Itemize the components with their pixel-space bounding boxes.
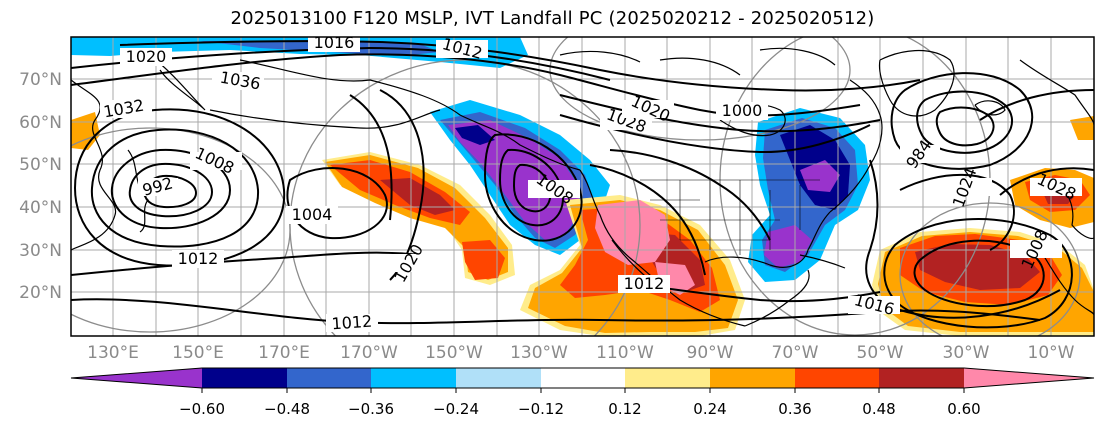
- lat-label: 40°N: [19, 198, 62, 218]
- colorbar-tick-label: 0.60: [947, 400, 980, 418]
- colorbar-segment: [287, 368, 371, 388]
- isobar-north-4: [559, 94, 881, 133]
- colorbar-segment: [710, 368, 795, 388]
- lat-label: 50°N: [19, 155, 62, 175]
- lon-label: 30°W: [943, 343, 990, 363]
- lon-label: 10°W: [1028, 343, 1075, 363]
- colorbar-tick-label: 0.24: [693, 400, 726, 418]
- lon-label: 170°E: [258, 343, 310, 363]
- lat-label: 30°N: [19, 241, 62, 261]
- isobar-label: 1012: [624, 274, 665, 293]
- lon-label: 70°W: [772, 343, 819, 363]
- coast-cuba: [799, 254, 846, 269]
- isobar-north-2: [119, 40, 921, 92]
- isobar-label: 1016: [314, 33, 355, 52]
- longitude-labels: 130°E 150°E 170°E 170°W 150°W 130°W 110°…: [87, 343, 1075, 363]
- colorbar-segment: [625, 368, 710, 388]
- ivt-field-east-dark: [915, 244, 1040, 290]
- lon-label: 50°W: [857, 343, 904, 363]
- coast-europe-north: [1019, 59, 1094, 126]
- isobar-conus-3: [639, 284, 881, 303]
- isobar-label: 1012: [178, 249, 219, 268]
- isobar-low-west-4: [90, 128, 260, 248]
- map-panel: 1016 1012 1020 1036 1032 1008 992 1004 1…: [71, 33, 1094, 336]
- lon-label: 170°W: [340, 343, 398, 363]
- colorbar-tick-label: 0.12: [608, 400, 641, 418]
- coast-gulf: [704, 211, 831, 268]
- isobar-gulf-low-3: [512, 163, 552, 213]
- colorbar-tick-label: 0.48: [862, 400, 895, 418]
- coast-na-west: [579, 169, 746, 327]
- isobar-labels: 1016 1012 1020 1036 1032 1008 992 1004 1…: [100, 33, 1082, 334]
- isobar-wide-south: [71, 251, 421, 276]
- colorbar-tick-label: −0.12: [518, 400, 564, 418]
- isobar-atlantic-low-2: [916, 90, 1014, 154]
- ivt-field-atlantic-core2: [800, 160, 840, 192]
- lon-label: 150°W: [425, 343, 483, 363]
- isobar-atlantic-low-1: [890, 72, 1034, 170]
- colorbar-segment: [795, 368, 879, 388]
- isobar-ne-1: [999, 167, 1094, 196]
- colorbar-tick-label: −0.60: [179, 400, 225, 418]
- isobar-pacific-high-2: [349, 94, 393, 221]
- coast-greenland: [878, 49, 955, 117]
- isobar-atlantic-high-1: [913, 239, 1045, 308]
- lon-label: 90°W: [687, 343, 734, 363]
- isobar-gulf-low-2: [498, 148, 564, 227]
- lon-label: 130°W: [510, 343, 568, 363]
- ivt-field-pacific-dark: [455, 125, 495, 145]
- colorbar-tick-label: 0.36: [778, 400, 811, 418]
- colorbar-ticks: [201, 388, 965, 393]
- coast-central-america: [744, 269, 810, 327]
- coast-alaska: [239, 59, 581, 171]
- isobar-conus-2: [609, 149, 771, 241]
- state-boundaries: [640, 179, 820, 255]
- isobar-label: 1000: [722, 101, 763, 120]
- isobar-label: 1020: [126, 47, 167, 66]
- isobar-ne-2: [979, 89, 1094, 121]
- coast-asia-east: [71, 79, 117, 251]
- lat-label: 70°N: [19, 70, 62, 90]
- lat-label: 60°N: [19, 113, 62, 133]
- colorbar-segment: [964, 368, 1094, 388]
- lon-label: 130°E: [87, 343, 139, 363]
- colorbar: −0.60 −0.48 −0.36 −0.24 −0.12 0.12 0.24 …: [70, 367, 1095, 418]
- coast-africa-nw: [1039, 249, 1094, 316]
- colorbar-segment: [456, 368, 541, 388]
- lon-label: 150°E: [172, 343, 224, 363]
- colorbar-tick-label: −0.24: [433, 400, 479, 418]
- isobar-label: 1012: [331, 312, 373, 334]
- lon-label: 110°W: [596, 343, 654, 363]
- latitude-labels: 70°N 60°N 50°N 40°N 30°N 20°N: [19, 70, 62, 303]
- isobar-gulf-low-1: [483, 133, 583, 242]
- coast-na-east: [829, 79, 883, 213]
- isobar-low-west-2: [128, 162, 214, 218]
- ivt-field-central-dark: [380, 178, 455, 215]
- colorbar-tick-label: −0.48: [264, 400, 310, 418]
- ivt-field-atlantic-core: [764, 225, 812, 268]
- lat-label: 20°N: [19, 283, 62, 303]
- map-frame: [70, 36, 1095, 337]
- colorbar-segment: [879, 368, 964, 388]
- ivt-field-westcoast-pink: [595, 200, 670, 265]
- isobar-atlantic-2: [899, 173, 1015, 251]
- isobar-label: 1004: [292, 205, 333, 224]
- isobar-atlantic-low-3: [935, 106, 995, 147]
- ivt-negative-fields: [71, 37, 870, 282]
- colorbar-segment: [71, 368, 202, 388]
- coast-arctic-islands: [559, 47, 836, 76]
- colorbar-segment: [371, 368, 456, 388]
- colorbar-tick-label: −0.36: [348, 400, 394, 418]
- colorbar-segment: [202, 368, 287, 388]
- map-title: 2025013100 F120 MSLP, IVT Landfall PC (2…: [230, 8, 875, 29]
- coast-aleutians: [209, 109, 441, 129]
- colorbar-segment: [541, 368, 625, 388]
- isobar-conus-1: [589, 164, 706, 276]
